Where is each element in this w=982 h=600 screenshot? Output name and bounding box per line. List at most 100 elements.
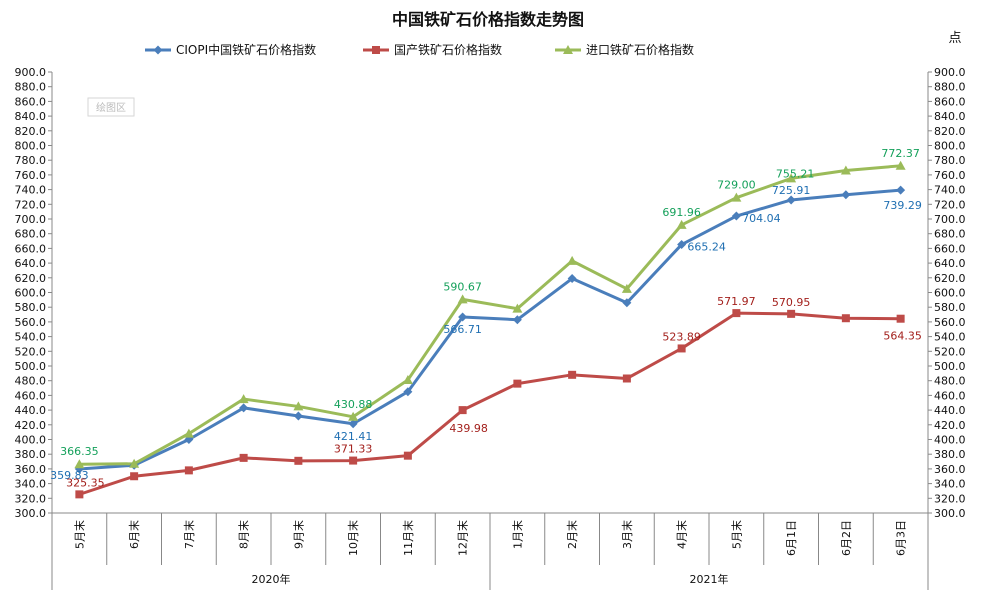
y-tick-label-left: 660.0	[15, 242, 47, 255]
data-point	[786, 195, 796, 205]
x-tick-label: 9月末	[291, 520, 305, 549]
y-tick-label-right: 880.0	[934, 81, 966, 94]
y-tick-label-left: 760.0	[15, 169, 47, 182]
y-tick-label-right: 820.0	[934, 125, 966, 138]
data-point	[622, 298, 632, 308]
y-tick-label-left: 340.0	[15, 478, 47, 491]
y-tick-label-left: 680.0	[15, 228, 47, 241]
y-tick-label-left: 700.0	[15, 213, 47, 226]
data-point	[731, 192, 742, 202]
series-line	[78, 311, 901, 496]
y-tick-label-right: 900.0	[934, 66, 966, 79]
data-point	[458, 312, 468, 322]
y-tick-label-left: 500.0	[15, 360, 47, 373]
data-label: 325.35	[66, 476, 105, 489]
data-point	[458, 406, 467, 415]
x-tick-label: 8月末	[237, 520, 251, 549]
y-tick-label-left: 580.0	[15, 301, 47, 314]
data-point	[403, 451, 412, 460]
y-unit-label: 点	[948, 31, 961, 46]
legend-label: 国产铁矿石价格指数	[394, 42, 502, 57]
y-tick-label-right: 620.0	[934, 272, 966, 285]
data-point	[676, 219, 687, 229]
data-point	[513, 379, 522, 388]
data-point	[568, 370, 577, 379]
x-tick-label: 12月末	[456, 520, 470, 556]
data-point	[731, 211, 741, 221]
data-point	[677, 344, 686, 353]
y-tick-label-left: 320.0	[15, 492, 47, 505]
y-tick-label-right: 720.0	[934, 198, 966, 211]
data-point	[293, 411, 303, 421]
x-tick-label: 7月末	[182, 520, 196, 549]
y-tick-label-right: 740.0	[934, 184, 966, 197]
y-tick-label-left: 540.0	[15, 331, 47, 344]
x-tick-label: 5月末	[72, 520, 86, 549]
y-tick-label-left: 720.0	[15, 198, 47, 211]
data-point	[239, 403, 249, 413]
y-tick-label-left: 860.0	[15, 95, 47, 108]
y-tick-label-right: 540.0	[934, 331, 966, 344]
y-tick-label-left: 620.0	[15, 272, 47, 285]
data-point	[841, 314, 850, 323]
y-tick-label-right: 760.0	[934, 169, 966, 182]
y-tick-label-right: 560.0	[934, 316, 966, 329]
legend-label: 进口铁矿石价格指数	[586, 42, 694, 57]
y-tick-label-right: 420.0	[934, 419, 966, 432]
data-point	[75, 490, 84, 499]
y-tick-label-right: 300.0	[934, 507, 966, 520]
y-tick-label-right: 480.0	[934, 375, 966, 388]
data-label: 566.71	[443, 323, 482, 336]
data-point	[896, 185, 906, 195]
data-point	[896, 314, 905, 323]
y-tick-label-right: 520.0	[934, 345, 966, 358]
x-tick-label: 6月3日	[895, 520, 908, 556]
y-tick-label-left: 740.0	[15, 184, 47, 197]
x-tick-label: 4月末	[675, 520, 689, 549]
y-tick-label-left: 480.0	[15, 375, 47, 388]
y-tick-label-right: 460.0	[934, 389, 966, 402]
plot-area-watermark: 绘图区	[87, 97, 135, 117]
data-point	[349, 456, 358, 465]
legend-marker	[372, 46, 380, 54]
data-label: 570.95	[772, 296, 811, 309]
y-tick-label-left: 840.0	[15, 110, 47, 123]
legend-marker	[153, 45, 163, 55]
data-point	[293, 401, 304, 411]
data-point	[348, 411, 359, 421]
data-point	[621, 283, 632, 293]
y-tick-label-right: 860.0	[934, 95, 966, 108]
data-label: 421.41	[334, 430, 373, 443]
data-label: 704.04	[742, 212, 781, 225]
y-tick-label-left: 880.0	[15, 81, 47, 94]
y-tick-label-left: 520.0	[15, 345, 47, 358]
data-point	[129, 458, 140, 468]
y-tick-label-right: 840.0	[934, 110, 966, 123]
legend-label: CIOPI中国铁矿石价格指数	[176, 42, 316, 57]
y-tick-label-left: 380.0	[15, 448, 47, 461]
series-line	[79, 164, 901, 466]
data-label: 729.00	[717, 179, 756, 192]
data-labels: 359.83 421.41 566.71 665.24 704.04 725.91 739.…	[50, 147, 922, 490]
x-tick-label: 6月2日	[840, 520, 853, 556]
y-tick-label-right: 700.0	[934, 213, 966, 226]
y-tick-label-left: 420.0	[15, 419, 47, 432]
data-point	[732, 309, 741, 318]
y-tick-label-left: 300.0	[15, 507, 47, 520]
data-label: 772.37	[881, 147, 920, 160]
data-point	[238, 394, 249, 404]
data-point	[184, 466, 193, 475]
y-tick-label-left: 800.0	[15, 140, 47, 153]
y-tick-label-right: 780.0	[934, 154, 966, 167]
y-tick-label-left: 780.0	[15, 154, 47, 167]
data-point	[512, 315, 522, 325]
y-tick-label-right: 440.0	[934, 404, 966, 417]
data-point	[622, 374, 631, 383]
data-point	[567, 255, 578, 265]
y-tick-label-right: 640.0	[934, 257, 966, 270]
data-point	[130, 472, 139, 481]
data-label: 691.96	[662, 206, 701, 219]
x-tick-label: 6月末	[127, 520, 141, 549]
data-point	[74, 459, 85, 469]
